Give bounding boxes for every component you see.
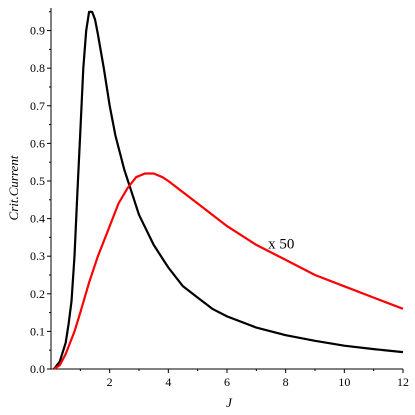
x-tick-label: 4 (165, 375, 171, 389)
series-layer (53, 10, 404, 370)
scale-annotation: x 50 (268, 237, 294, 253)
y-tick-label: 0.3 (30, 249, 45, 263)
y-tick-label: 0.7 (30, 99, 45, 113)
y-tick-label: 0.9 (30, 24, 45, 38)
y-tick-label: 0.8 (30, 61, 45, 75)
series-line-1 (53, 10, 404, 370)
series-line-2 (53, 172, 404, 370)
y-tick-label: 0.4 (30, 212, 45, 226)
x-tick-label: 6 (224, 375, 230, 389)
y-tick-label: 0.5 (30, 174, 45, 188)
y-axis-label: Crit.Current (6, 155, 21, 220)
y-tick-label: 0.1 (30, 324, 45, 338)
x-axis: 2 4 6 8 10 12 (51, 368, 409, 389)
x-tick-label: 8 (283, 375, 289, 389)
x-tick-label: 10 (338, 375, 350, 389)
y-tick-label: 0.2 (30, 287, 45, 301)
x-tick-label: 12 (397, 375, 409, 389)
annotation-layer: x 50 (268, 237, 294, 253)
x-axis-label: J (226, 395, 233, 410)
y-tick-label: 0.0 (30, 362, 45, 376)
y-axis: 0.0 0.1 0.2 0.3 0.4 0.5 0.6 0.7 0.8 0.9 (30, 8, 52, 376)
x-tick-label: 2 (107, 375, 113, 389)
y-tick-label: 0.6 (30, 136, 45, 150)
